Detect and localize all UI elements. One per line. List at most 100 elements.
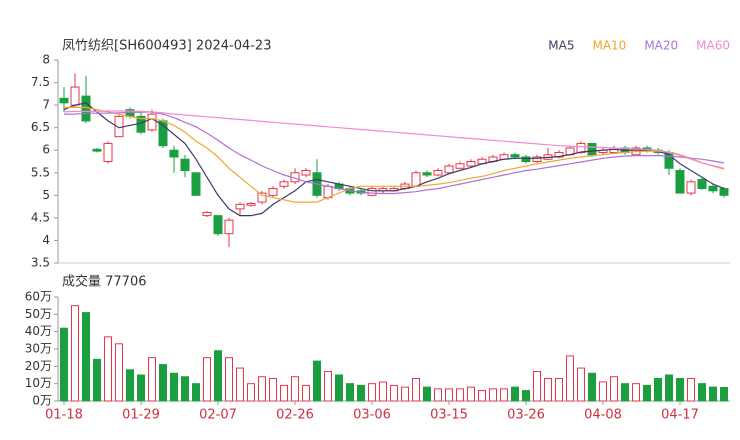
volume-bar <box>445 388 453 402</box>
volume-bar <box>654 377 662 402</box>
candle-body <box>675 170 685 194</box>
volume-bar <box>93 358 101 402</box>
candle-body <box>103 142 113 162</box>
volume-bar <box>324 371 332 402</box>
volume-bar <box>203 357 211 402</box>
candle-body <box>202 211 212 217</box>
x-tick-label: 04-08 <box>584 408 622 423</box>
volume-bar <box>621 383 629 402</box>
volume-bar <box>302 384 310 402</box>
candle-body <box>235 203 245 210</box>
y-tick-label: 4 <box>42 233 50 247</box>
candle-body <box>686 181 696 194</box>
volume-bar <box>577 367 585 402</box>
volume-bar <box>489 388 497 402</box>
volume-bar <box>390 384 398 402</box>
candle-body <box>532 156 542 163</box>
candle-body <box>213 215 223 235</box>
candle-body <box>191 172 201 196</box>
volume-bar <box>335 374 343 402</box>
volume-y-tick-label: 20万 <box>25 359 52 373</box>
volume-bar <box>148 357 156 402</box>
volume-bar <box>720 387 728 402</box>
candle-body <box>158 120 168 147</box>
candle-body <box>444 165 454 174</box>
candle-body <box>70 86 80 106</box>
volume-bar <box>225 357 233 402</box>
x-tick-label: 03-26 <box>507 408 545 423</box>
legend-entry: MA20 <box>644 39 678 53</box>
volume-bar <box>566 355 574 402</box>
candle-body <box>466 161 476 167</box>
x-tick-label: 02-07 <box>199 408 237 423</box>
candle-body <box>169 149 179 158</box>
volume-bar <box>181 376 189 402</box>
volume-bar <box>698 383 706 402</box>
volume-y-tick-label: 10万 <box>25 376 52 390</box>
volume-bar <box>115 343 123 402</box>
candle-body <box>301 170 311 176</box>
volume-bar <box>588 372 596 402</box>
y-tick-label: 6 <box>42 143 50 157</box>
candle-body <box>422 172 432 176</box>
volume-bar <box>280 384 288 402</box>
y-tick-label: 6.5 <box>31 120 50 134</box>
volume-bar <box>467 386 475 402</box>
candle-body <box>708 185 718 192</box>
volume-bar <box>687 377 695 402</box>
y-tick-label: 7 <box>42 98 50 112</box>
candle-body <box>92 148 102 152</box>
legend-entry: MA10 <box>592 39 626 53</box>
volume-bar <box>643 384 651 402</box>
volume-bar <box>533 371 541 402</box>
candle-body <box>367 188 377 196</box>
volume-bar <box>368 383 376 402</box>
volume-bar <box>632 383 640 402</box>
x-tick-label: 04-17 <box>661 408 699 423</box>
candle-body <box>510 154 520 158</box>
ma-line <box>63 110 725 169</box>
chart-title: 凤竹纺织[SH600493] 2024-04-23 <box>62 39 271 54</box>
volume-bar <box>478 390 486 402</box>
candle-body <box>433 170 443 176</box>
candle-body <box>697 179 707 190</box>
candle-body <box>180 158 190 172</box>
volume-y-tick-label: 30万 <box>25 342 52 356</box>
volume-bar <box>192 383 200 402</box>
volume-bar <box>434 388 442 402</box>
volume-bar <box>709 386 717 402</box>
candle-body <box>279 181 289 187</box>
legend-entry: MA5 <box>548 39 574 53</box>
volume-bar <box>500 388 508 402</box>
candle-body <box>246 202 256 206</box>
volume-bar <box>104 336 112 402</box>
volume-bar <box>269 377 277 402</box>
candle-body <box>147 113 157 131</box>
candle-body <box>224 219 234 235</box>
volume-bar <box>214 350 222 402</box>
volume-bar <box>247 383 255 402</box>
volume-y-tick-label: 60万 <box>25 290 52 304</box>
volume-bar <box>401 386 409 402</box>
x-tick-label: 03-06 <box>353 408 391 423</box>
volume-title: 成交量 77706 <box>62 274 147 290</box>
ma-line <box>64 106 725 203</box>
volume-bar <box>676 377 684 402</box>
y-tick-label: 5 <box>42 188 50 202</box>
volume-bar <box>511 386 519 402</box>
volume-bar <box>236 367 244 402</box>
x-tick-label: 01-29 <box>122 408 160 423</box>
volume-bar <box>60 327 68 402</box>
volume-bar <box>522 390 530 402</box>
candle-body <box>521 156 531 163</box>
volume-y-tick-label: 50万 <box>25 307 52 321</box>
volume-bar <box>412 377 420 402</box>
x-tick-label: 03-15 <box>430 408 468 423</box>
volume-bar <box>423 386 431 402</box>
volume-bar <box>610 376 618 402</box>
volume-bar <box>555 377 563 402</box>
volume-bar <box>291 376 299 402</box>
volume-y-tick-label: 40万 <box>25 324 52 338</box>
volume-bar <box>313 360 321 402</box>
